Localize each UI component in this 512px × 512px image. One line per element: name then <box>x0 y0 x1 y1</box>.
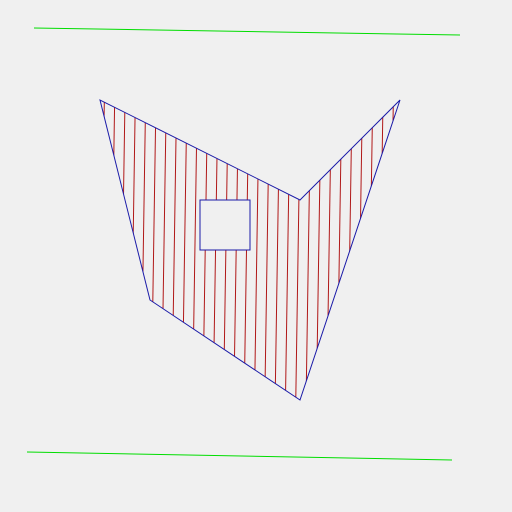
hatch-line <box>129 100 136 400</box>
hatch-line <box>119 100 126 400</box>
hatch-line <box>191 100 198 400</box>
hatch-line <box>367 100 374 400</box>
hatch-line <box>160 100 167 400</box>
hatch-line <box>253 100 260 400</box>
hatch-line <box>264 100 271 400</box>
hatch-line <box>388 100 394 400</box>
bottom-guide-line <box>26 451 453 461</box>
hatch-line <box>326 100 333 400</box>
hatch-line <box>109 100 116 400</box>
hatch-line <box>377 100 384 400</box>
hatch-line <box>100 100 105 400</box>
hatch-line <box>274 100 281 400</box>
hatch-line <box>305 100 312 400</box>
outer-polygon <box>99 99 401 401</box>
hatch-line <box>150 100 157 400</box>
hatch-line <box>336 100 343 400</box>
hatch-line <box>181 100 188 400</box>
hatch-line <box>315 100 322 400</box>
hatch-line <box>295 100 302 400</box>
hatch-line <box>140 100 147 400</box>
hatch-line <box>284 100 291 400</box>
inner-square-hole <box>199 199 251 251</box>
top-guide-line <box>33 27 461 36</box>
